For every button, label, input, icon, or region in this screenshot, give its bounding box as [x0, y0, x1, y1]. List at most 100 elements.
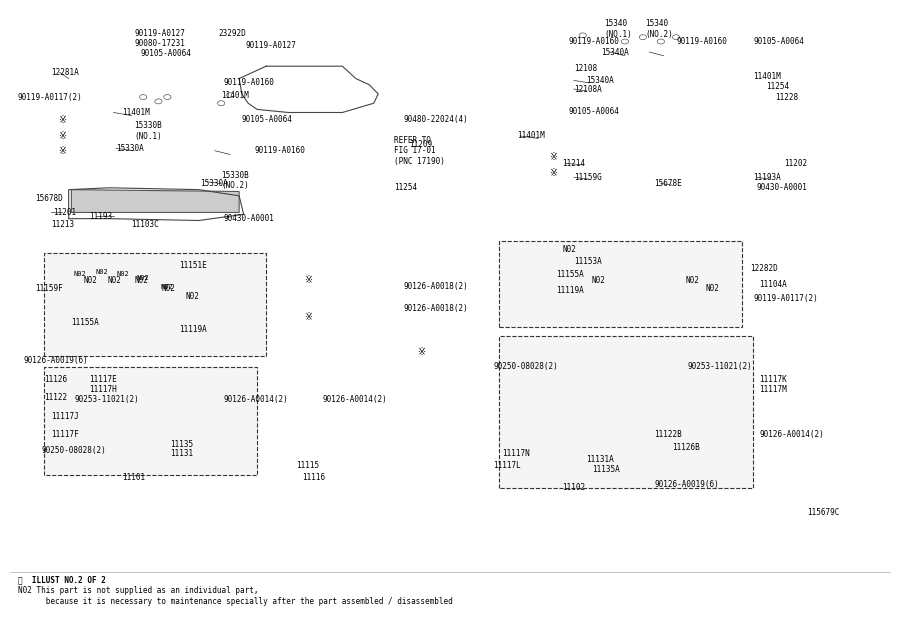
Text: 11135: 11135	[170, 440, 194, 449]
Text: ※: ※	[304, 275, 312, 285]
Text: 11117F: 11117F	[50, 430, 78, 439]
Text: N02: N02	[107, 276, 122, 285]
Text: 115679C: 115679C	[807, 508, 840, 517]
Text: ※: ※	[418, 347, 426, 357]
Text: 15330B
(NO.1): 15330B (NO.1)	[134, 122, 162, 141]
Text: 90250-08028(2): 90250-08028(2)	[493, 362, 558, 371]
Text: 90119-A0127: 90119-A0127	[134, 29, 185, 38]
Text: 90105-A0064: 90105-A0064	[140, 49, 192, 58]
Text: 11155A: 11155A	[556, 270, 583, 279]
Text: N02: N02	[137, 275, 149, 281]
Text: 11101: 11101	[122, 474, 146, 482]
Text: 11159F: 11159F	[35, 284, 63, 293]
Text: 90250-08028(2): 90250-08028(2)	[41, 446, 106, 455]
Text: 23292D: 23292D	[219, 29, 247, 38]
Text: because it is necessary to maintenance specially after the part assembled / disa: because it is necessary to maintenance s…	[17, 597, 453, 606]
Text: 90126-A0019(6): 90126-A0019(6)	[23, 356, 88, 365]
Text: 11117K: 11117K	[760, 374, 788, 384]
Text: 11116: 11116	[302, 474, 325, 482]
Text: 90430-A0001: 90430-A0001	[757, 184, 807, 192]
Text: 90253-11021(2): 90253-11021(2)	[688, 362, 752, 371]
Text: 90105-A0064: 90105-A0064	[242, 115, 292, 125]
Text: 11155A: 11155A	[71, 318, 99, 327]
Text: 90119-A0117(2): 90119-A0117(2)	[17, 92, 82, 102]
Text: N02: N02	[562, 245, 576, 254]
Text: 11102: 11102	[562, 483, 585, 492]
Text: 11193: 11193	[89, 211, 112, 221]
Text: 12108: 12108	[574, 63, 597, 73]
Text: 11401M: 11401M	[753, 72, 781, 81]
Text: 11401M: 11401M	[221, 91, 249, 100]
Text: 12281A: 12281A	[50, 68, 78, 77]
Text: 15330B
(NO.2): 15330B (NO.2)	[221, 170, 249, 190]
Text: N02 This part is not supplied as an individual part,: N02 This part is not supplied as an indi…	[17, 587, 258, 595]
Text: 11254: 11254	[766, 82, 789, 91]
Text: 90126-A0014(2): 90126-A0014(2)	[322, 395, 387, 404]
Text: 11131: 11131	[170, 449, 194, 458]
Text: 90119-A0160: 90119-A0160	[676, 37, 727, 46]
Text: ※: ※	[58, 146, 67, 156]
Text: 90105-A0064: 90105-A0064	[569, 107, 619, 116]
Text: N02: N02	[95, 268, 108, 275]
Text: 15340
(NO.1): 15340 (NO.1)	[604, 19, 632, 39]
Text: 11122B: 11122B	[654, 430, 682, 439]
Text: 11131A: 11131A	[587, 455, 614, 464]
Text: 11103C: 11103C	[131, 220, 159, 229]
Text: 11401M: 11401M	[518, 131, 545, 141]
Text: 11117N: 11117N	[502, 449, 530, 458]
Text: 11202: 11202	[784, 159, 807, 167]
Text: 11117E: 11117E	[89, 374, 117, 384]
Text: 11126B: 11126B	[672, 443, 700, 451]
Text: 90119-A0160: 90119-A0160	[569, 37, 619, 46]
Text: N02: N02	[161, 284, 175, 293]
Text: N02: N02	[706, 284, 720, 293]
Text: N02: N02	[134, 276, 148, 285]
Text: 11117M: 11117M	[760, 384, 788, 394]
Text: 11126: 11126	[44, 374, 68, 384]
Text: 15340A: 15340A	[587, 76, 614, 85]
Text: ※: ※	[304, 312, 312, 322]
Text: REFER TO
FIG 17-01
(PNC 17190): REFER TO FIG 17-01 (PNC 17190)	[394, 136, 446, 166]
Text: 11214: 11214	[562, 159, 585, 167]
Text: 90126-A0014(2): 90126-A0014(2)	[224, 395, 289, 404]
Text: N02: N02	[161, 283, 174, 290]
Text: 11159G: 11159G	[574, 173, 601, 182]
Text: 90253-11021(2): 90253-11021(2)	[75, 395, 140, 404]
Text: 90430-A0001: 90430-A0001	[224, 214, 274, 223]
Polygon shape	[500, 336, 753, 488]
Text: 90126-A0018(2): 90126-A0018(2)	[403, 304, 468, 313]
Text: 90105-A0064: 90105-A0064	[753, 37, 804, 46]
Text: 15678D: 15678D	[35, 195, 63, 203]
Text: 11209: 11209	[410, 140, 433, 149]
Text: ※: ※	[58, 115, 67, 125]
Text: 90480-22024(4): 90480-22024(4)	[403, 115, 468, 125]
Polygon shape	[71, 190, 239, 213]
Text: 11193A: 11193A	[753, 173, 781, 182]
Text: 12282D: 12282D	[751, 264, 778, 273]
Text: 11117L: 11117L	[493, 461, 521, 470]
Text: 15330A: 15330A	[116, 144, 144, 153]
Text: 15340A: 15340A	[600, 48, 628, 56]
Text: 15340
(NO.2): 15340 (NO.2)	[645, 19, 673, 39]
Text: 11213: 11213	[50, 220, 74, 229]
Text: ※: ※	[58, 131, 67, 141]
Text: N02: N02	[116, 271, 129, 277]
Text: 90080-17231: 90080-17231	[134, 39, 185, 48]
Text: 11119A: 11119A	[556, 286, 583, 294]
Text: 11117H: 11117H	[89, 384, 117, 394]
Text: 11119A: 11119A	[179, 326, 207, 334]
Text: 11254: 11254	[394, 184, 418, 192]
Text: ※  ILLUST NO.2 OF 2: ※ ILLUST NO.2 OF 2	[17, 576, 105, 585]
Text: 90119-A0160: 90119-A0160	[224, 78, 274, 87]
Text: 90119-A0160: 90119-A0160	[255, 146, 305, 155]
Text: 90119-A0127: 90119-A0127	[246, 42, 296, 50]
Text: 11122: 11122	[44, 393, 68, 402]
Polygon shape	[44, 367, 257, 476]
Text: N02: N02	[74, 271, 86, 277]
Text: 11135A: 11135A	[592, 465, 619, 474]
Text: 90126-A0019(6): 90126-A0019(6)	[654, 479, 719, 489]
Text: 11201: 11201	[53, 208, 76, 217]
Text: 90119-A0117(2): 90119-A0117(2)	[753, 294, 818, 303]
Text: 11153A: 11153A	[574, 257, 601, 267]
Text: 11104A: 11104A	[760, 280, 788, 288]
